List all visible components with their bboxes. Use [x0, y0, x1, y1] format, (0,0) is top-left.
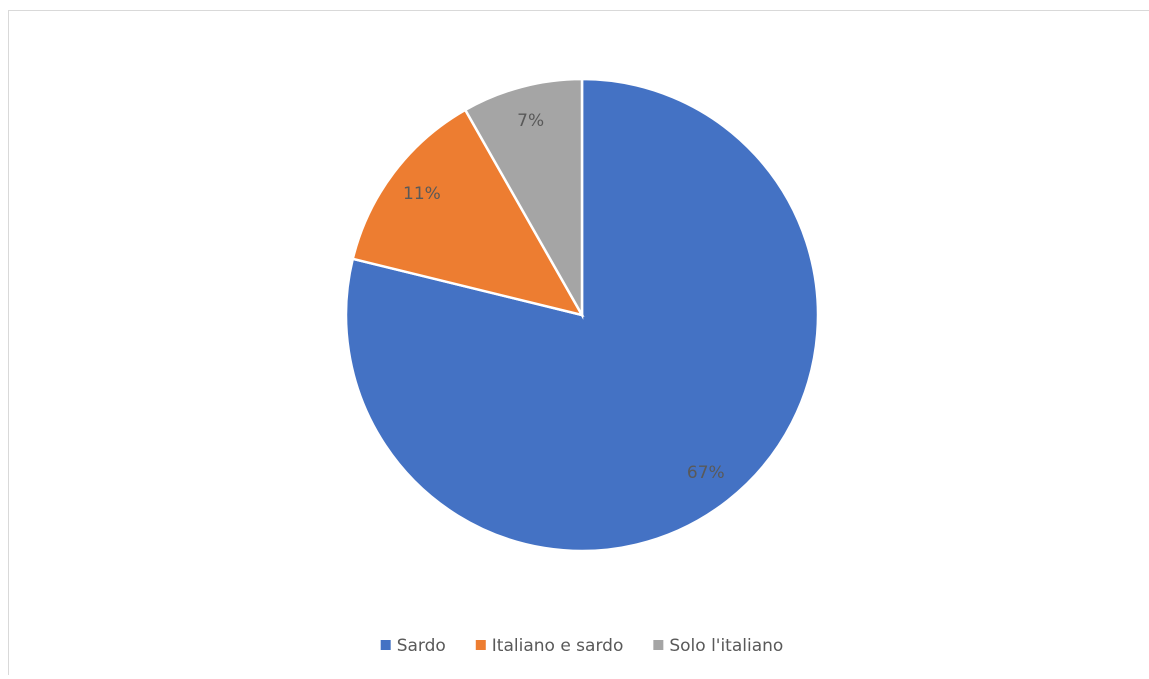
data-label: 7%: [517, 111, 544, 131]
legend-label: Sardo: [397, 636, 446, 656]
legend-marker: [653, 640, 663, 650]
legend-label: Solo l'italiano: [669, 636, 783, 656]
data-label: 67%: [687, 463, 725, 483]
legend-marker: [381, 640, 391, 650]
legend-marker: [476, 640, 486, 650]
data-label: 11%: [403, 184, 441, 204]
legend-label: Italiano e sardo: [492, 636, 624, 656]
